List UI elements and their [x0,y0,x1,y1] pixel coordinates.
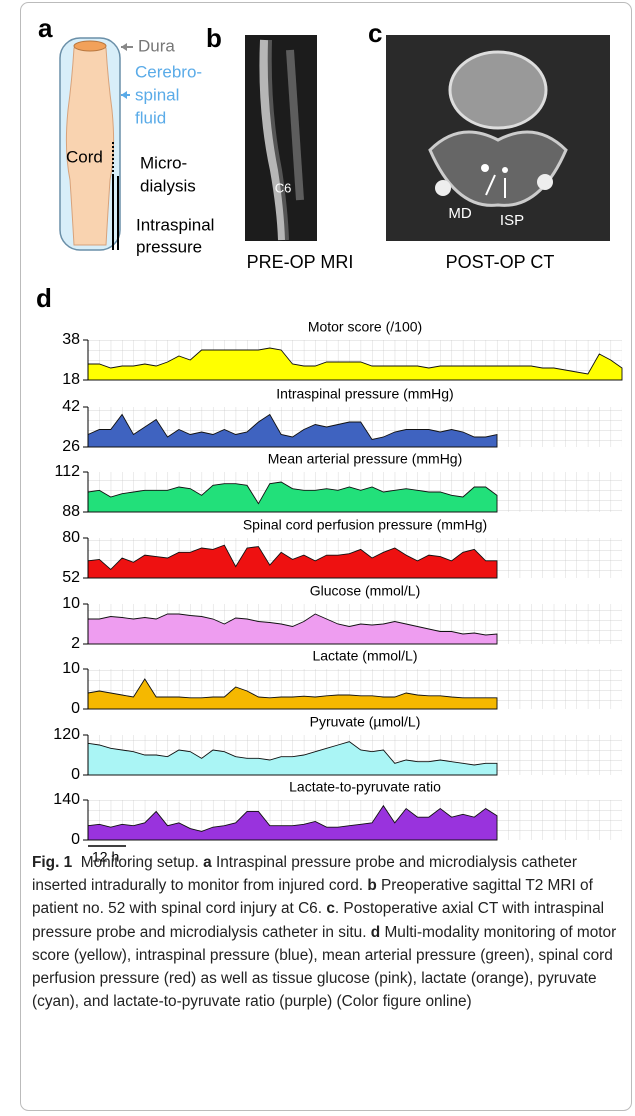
panel-letter: c [368,18,382,48]
label: Dura [138,36,175,55]
ct-image [386,35,610,241]
chart-title: Spinal cord perfusion pressure (mmHg) [243,517,487,533]
caption-label: Fig. 1 [32,854,73,871]
chart-title: Intraspinal pressure (mmHg) [276,386,453,402]
y-tick-label: 42 [62,398,80,415]
y-tick-label: 52 [62,569,80,586]
caption-letter: d [370,923,381,941]
area [87,678,498,710]
label: dialysis [140,176,196,195]
caption-letter: a [203,854,212,871]
chart-title: Lactate-to-pyruvate ratio [289,779,441,795]
area [87,413,498,448]
caption-text: Intraspinal pressure probe and microdial… [32,854,577,895]
y-tick-label: 88 [62,503,80,520]
label: C6 [275,180,292,195]
caption-text: Multi-modality monitoring of motor score… [32,923,617,1011]
area [87,544,498,579]
y-tick-label: 26 [62,438,80,455]
chart-title: Glucose (mmol/L) [310,583,420,599]
area [87,347,623,381]
label: pressure [136,237,202,256]
chart-title: Motor score (/100) [308,319,422,335]
chart-title: Pyruvate (µmol/L) [310,714,421,730]
panel-letter: d [36,283,52,313]
caption-text: . Postoperative axial CT with intraspina… [32,900,605,941]
y-tick-label: 140 [53,791,80,808]
mri-image [245,35,317,241]
area [87,481,498,513]
caption-title: Monitoring setup. [80,854,199,871]
y-tick-label: 18 [62,371,80,388]
caption: Fig. 1 Monitoring setup. a Intraspinal p… [32,851,624,1013]
chart-title: Lactate (mmol/L) [312,648,417,664]
y-tick-label: 0 [71,766,80,783]
y-tick-label: 10 [62,660,80,677]
area [87,804,498,841]
panel-letter: a [38,13,53,43]
y-tick-label: 2 [71,635,80,652]
y-tick-label: 80 [62,529,80,546]
caption-letter: b [367,877,377,895]
label: Micro- [140,153,187,172]
label: POST-OP CT [446,252,555,272]
y-tick-label: 112 [54,463,80,480]
cord-diagram [59,37,133,251]
area [87,741,498,776]
scale-bar-label: 12 h [92,849,119,865]
panel-letter: b [206,23,222,53]
caption-text: Preoperative sagittal T2 MRI of patient … [32,877,593,918]
label: MD [448,205,471,222]
label: PRE-OP MRI [247,252,354,272]
caption-letter: c [326,900,335,918]
area [87,613,498,645]
label: Cord [66,147,103,166]
y-tick-label: 120 [53,726,80,743]
label: Cerebro- [135,62,202,81]
y-tick-label: 38 [62,331,80,348]
label: ISP [500,212,524,229]
label: spinal [135,85,179,104]
chart-title: Mean arterial pressure (mmHg) [268,451,463,467]
label: Intraspinal [136,215,214,234]
y-tick-label: 0 [71,700,80,717]
label: fluid [135,108,166,127]
y-tick-label: 0 [71,831,80,848]
figure-border [20,2,632,1111]
y-tick-label: 10 [62,595,80,612]
